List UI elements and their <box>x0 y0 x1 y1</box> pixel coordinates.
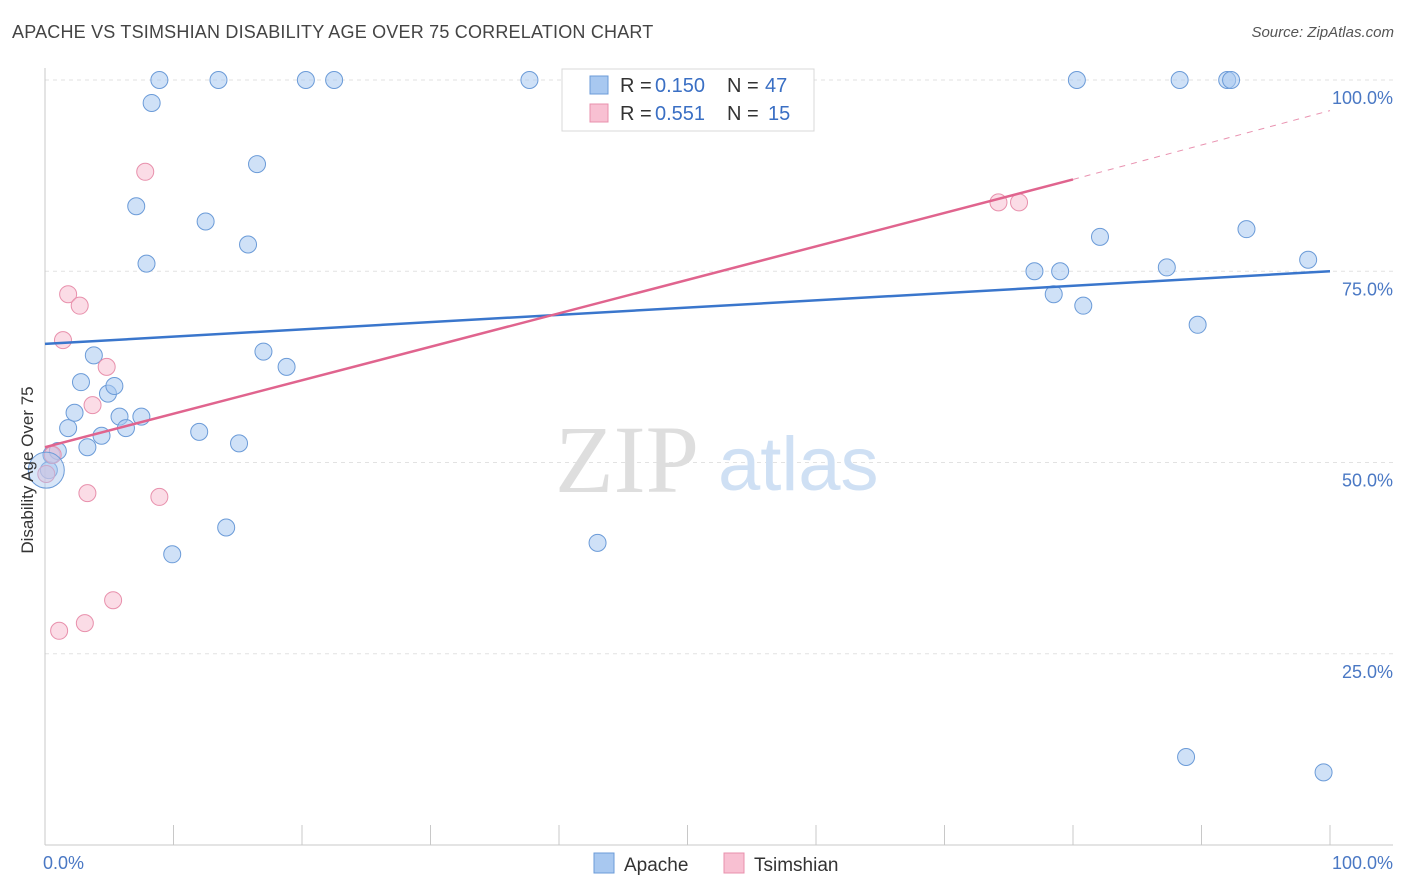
tsimshian-point-10 <box>104 591 123 610</box>
apache-point-31 <box>588 533 607 552</box>
watermark-zip: ZIP <box>555 406 699 513</box>
tsimshian-point-2 <box>50 621 69 640</box>
apache-point-36 <box>1074 296 1093 315</box>
apache-point-5 <box>71 373 90 392</box>
apache-point-3 <box>59 419 78 438</box>
series-legend-apache: Apache <box>624 855 688 876</box>
legend-n-tsimshian: 15 <box>768 103 790 125</box>
tsimshian-trend-extension <box>1072 110 1331 180</box>
apache-point-43 <box>1222 71 1241 89</box>
stats-legend: R = 0.150 N = 47 R = 0.551 N = 15 <box>561 68 815 132</box>
y-tick-label-3: 100.0% <box>1332 88 1393 108</box>
legend-swatch-tsimshian <box>589 103 609 123</box>
series-legend: Apache Tsimshian <box>593 852 838 876</box>
source-credit: Source: ZipAtlas.com <box>1251 24 1394 41</box>
series-legend-swatch-tsimshian <box>723 852 745 874</box>
apache-point-29 <box>325 71 344 89</box>
apache-point-4 <box>65 403 84 422</box>
apache-point-40 <box>1177 748 1196 767</box>
gridlines <box>45 79 1393 655</box>
tsimshian-point-11 <box>136 162 155 181</box>
apache-trend-line <box>44 270 1331 346</box>
apache-point-13 <box>127 197 146 216</box>
tsimshian-point-8 <box>83 396 102 415</box>
tsimshian-point-3 <box>53 331 72 350</box>
apache-point-19 <box>190 422 209 441</box>
apache-point-22 <box>217 518 236 537</box>
y-tick-label-0: 25.0% <box>1342 662 1393 682</box>
legend-r-label-tsimshian: R = <box>620 103 652 125</box>
watermark: ZIP atlas <box>555 406 879 513</box>
apache-point-45 <box>1299 250 1318 269</box>
apache-point-46 <box>1314 763 1333 782</box>
x-tick-labels: 0.0% 100.0% <box>43 853 1393 873</box>
y-tick-labels: 25.0% 50.0% 75.0% 100.0% <box>1332 88 1393 682</box>
apache-point-24 <box>239 235 258 254</box>
apache-point-27 <box>277 357 296 376</box>
legend-n-apache: 47 <box>765 75 787 97</box>
watermark-atlas: atlas <box>718 422 879 507</box>
tsimshian-point-0 <box>37 464 56 483</box>
tsimshian-point-12 <box>150 487 169 506</box>
x-tick-label-0: 0.0% <box>43 853 84 873</box>
apache-point-7 <box>84 346 103 365</box>
tsimshian-point-4 <box>59 285 78 304</box>
tsimshian-point-5 <box>70 296 89 315</box>
y-tick-label-2: 75.0% <box>1342 279 1393 299</box>
tsimshian-point-7 <box>78 484 97 503</box>
apache-point-35 <box>1067 71 1086 89</box>
apache-point-cluster <box>27 451 65 489</box>
legend-swatch-apache <box>589 75 609 95</box>
apache-point-25 <box>248 155 267 174</box>
tsimshian-point-9 <box>97 357 116 376</box>
chart-title: APACHE VS TSIMSHIAN DISABILITY AGE OVER … <box>12 22 654 42</box>
legend-r-apache: 0.150 <box>655 75 705 97</box>
apache-point-17 <box>150 71 169 89</box>
apache-point-23 <box>230 434 249 453</box>
apache-point-26 <box>254 342 273 361</box>
apache-point-21 <box>209 71 228 89</box>
apache-point-38 <box>1157 258 1176 277</box>
legend-r-tsimshian: 0.551 <box>655 103 705 125</box>
apache-point-20 <box>196 212 215 231</box>
series-legend-tsimshian: Tsimshian <box>754 855 838 876</box>
series-legend-swatch-apache <box>593 852 615 874</box>
y-axis-title: Disability Age Over 75 <box>18 386 37 553</box>
apache-point-28 <box>296 71 315 89</box>
apache-point-32 <box>1025 262 1044 281</box>
apache-point-6 <box>78 438 97 457</box>
apache-point-39 <box>1170 71 1189 89</box>
apache-point-10 <box>105 377 124 395</box>
y-tick-label-1: 50.0% <box>1342 471 1393 491</box>
apache-point-18 <box>163 545 182 564</box>
apache-point-15 <box>137 254 156 273</box>
tsimshian-point-6 <box>75 614 94 633</box>
legend-n-label-apache: N = <box>727 75 759 97</box>
legend-r-label-apache: R = <box>620 75 652 97</box>
apache-point-16 <box>142 93 161 112</box>
x-tick-label-1: 100.0% <box>1332 853 1393 873</box>
tsimshian-trend-line <box>44 178 1074 449</box>
apache-point-41 <box>1188 315 1207 334</box>
legend-n-label-tsimshian: N = <box>727 103 759 125</box>
apache-point-30 <box>520 71 539 89</box>
apache-point-37 <box>1090 227 1109 246</box>
tsimshian-point-14 <box>1010 193 1029 212</box>
apache-point-34 <box>1051 262 1070 281</box>
apache-point-44 <box>1237 220 1256 239</box>
trend-lines <box>44 110 1331 449</box>
data-points <box>27 71 1333 782</box>
